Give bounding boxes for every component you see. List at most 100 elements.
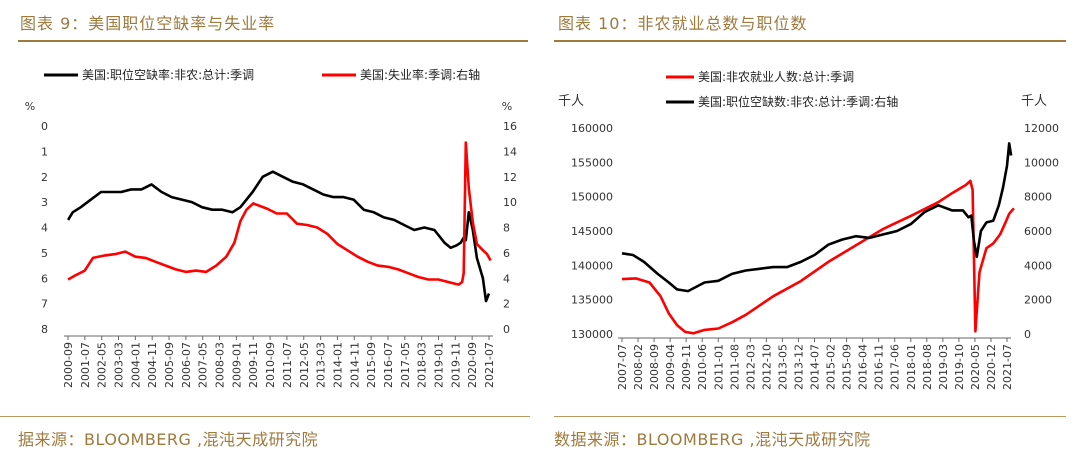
right-chart-x-tick-label: 2010-06 bbox=[696, 344, 709, 390]
right-chart-x-tick-label: 2020-05 bbox=[969, 344, 982, 390]
left-chart-x-tick-label: 2006-07 bbox=[180, 342, 193, 388]
left-chart-x-tick-label: 2015-09 bbox=[365, 342, 378, 388]
right-chart-x-tick-label: 2016-11 bbox=[873, 344, 886, 390]
right-chart-x-tick-label: 2008-09 bbox=[648, 344, 661, 390]
left-chart-x-tick-label: 2014-01 bbox=[331, 342, 344, 388]
right-chart-left-tick-label: 155000 bbox=[571, 156, 613, 169]
right-chart-x-tick-label: 2019-10 bbox=[953, 344, 966, 390]
right-chart-right-tick-label: 4000 bbox=[1024, 259, 1052, 272]
left-chart-series-line-1 bbox=[66, 170, 491, 303]
right-chart-series-line-2 bbox=[621, 142, 1013, 293]
right-chart-left-tick-label: 140000 bbox=[571, 259, 613, 272]
right-chart-x-tick-label: 2019-03 bbox=[937, 344, 950, 390]
left-chart-left-tick-label: 3 bbox=[41, 196, 48, 209]
right-chart-right-tick-label: 8000 bbox=[1024, 191, 1052, 204]
left-chart-right-tick-label: 6 bbox=[503, 247, 510, 260]
right-chart-svg: 130000 135000 140000 145000 150000 155000 1600… bbox=[558, 69, 1059, 390]
left-chart-x-tick-label: 2008-03 bbox=[214, 342, 227, 388]
right-chart-legend-label-2: 美国:职位空缺数:非农:总计:季调:右轴 bbox=[698, 94, 898, 109]
left-chart-right-unit: % bbox=[502, 100, 512, 113]
right-chart-legend-label-1: 美国:非农就业人数:总计:季调 bbox=[698, 69, 854, 84]
right-chart-left-tick-label: 150000 bbox=[571, 191, 613, 204]
left-chart-panel: 图表 9：美国职位空缺率与失业率 0 1 2 3 4 5 6 7 8 0 2 4 6 8 10 12 14 16%… bbox=[0, 14, 530, 449]
left-chart-x-tick-label: 2013-03 bbox=[315, 342, 328, 388]
left-chart-series-line-2 bbox=[67, 141, 492, 286]
left-chart-x-tick-label: 2004-01 bbox=[129, 342, 142, 388]
left-chart-left-tick-label: 2 bbox=[41, 171, 48, 184]
left-chart-left-tick-label: 6 bbox=[41, 272, 48, 285]
right-chart-left-tick-label: 145000 bbox=[571, 225, 613, 238]
left-chart-x-tick-label: 2009-01 bbox=[230, 342, 243, 388]
right-chart-left-tick-label: 130000 bbox=[571, 328, 613, 341]
left-chart-x-tick-label: 2002-05 bbox=[96, 342, 109, 388]
left-chart-right-tick-label: 10 bbox=[503, 196, 517, 209]
left-chart-right-tick-label: 14 bbox=[503, 145, 517, 158]
right-chart-x-tick-label: 2020-12 bbox=[985, 344, 998, 390]
left-chart-right-tick-label: 12 bbox=[503, 171, 517, 184]
left-chart-x-tick-label: 2017-05 bbox=[399, 342, 412, 388]
left-chart-x-tick-label: 2019-01 bbox=[432, 342, 445, 388]
left-chart-right-tick-label: 0 bbox=[503, 323, 510, 336]
right-source-rule bbox=[554, 416, 1066, 417]
left-chart-right-tick-label: 8 bbox=[503, 222, 510, 235]
right-chart-x-tick-label: 2013-05 bbox=[776, 344, 789, 390]
right-chart-x-tick-label: 2015-09 bbox=[841, 344, 854, 390]
left-chart-x-tick-label: 2019-11 bbox=[449, 342, 462, 388]
left-chart-x-tick-label: 2005-09 bbox=[163, 342, 176, 388]
right-chart-right-tick-label: 12000 bbox=[1024, 122, 1059, 135]
left-chart-x-tick-label: 2020-09 bbox=[466, 342, 479, 388]
left-chart-left-unit: % bbox=[25, 100, 35, 113]
right-chart-x-tick-label: 2017-06 bbox=[889, 344, 902, 390]
right-chart-x-tick-label: 2008-02 bbox=[632, 344, 645, 390]
right-chart-title: 图表 10：非农就业总数与职位数 bbox=[558, 14, 808, 33]
left-chart-left-tick-label: 8 bbox=[41, 323, 48, 336]
right-chart-x-tick-label: 2012-10 bbox=[760, 344, 773, 390]
right-source-text: 数据来源：BLOOMBERG ,混沌天成研究院 bbox=[554, 430, 871, 449]
left-chart-x-tick-label: 2009-11 bbox=[247, 342, 260, 388]
left-chart-x-tick-label: 2003-03 bbox=[113, 342, 126, 388]
right-chart-x-tick-label: 2016-04 bbox=[857, 344, 870, 390]
right-chart-left-tick-label: 160000 bbox=[571, 122, 613, 135]
right-chart-x-tick-label: 2014-07 bbox=[809, 344, 822, 390]
left-chart-x-tick-label: 2016-07 bbox=[382, 342, 395, 388]
right-chart-x-tick-label: 2009-04 bbox=[664, 344, 677, 390]
right-chart-x-tick-label: 2007-07 bbox=[616, 344, 629, 390]
left-chart-x-tick-label: 2012-05 bbox=[298, 342, 311, 388]
left-chart-x-tick-label: 2007-05 bbox=[197, 342, 210, 388]
left-chart-left-tick-label: 0 bbox=[41, 120, 48, 133]
left-chart-title: 图表 9：美国职位空缺率与失业率 bbox=[20, 14, 276, 33]
left-chart-right-tick-label: 4 bbox=[503, 272, 510, 285]
right-chart-x-tick-label: 2015-02 bbox=[825, 344, 838, 390]
left-chart-left-tick-label: 7 bbox=[41, 298, 48, 311]
right-chart-left-tick-label: 135000 bbox=[571, 294, 613, 307]
right-chart-right-tick-label: 0 bbox=[1024, 328, 1031, 341]
left-chart-x-tick-label: 2000-09 bbox=[62, 342, 75, 388]
left-chart-x-tick-label: 2001-07 bbox=[79, 342, 92, 388]
left-source-text: 据来源：BLOOMBERG ,混沌天成研究院 bbox=[18, 430, 319, 449]
left-chart-right-tick-label: 16 bbox=[503, 120, 517, 133]
left-source-rule bbox=[0, 416, 530, 417]
right-chart-right-tick-label: 6000 bbox=[1024, 225, 1052, 238]
right-chart-x-tick-label: 2011-01 bbox=[712, 344, 725, 390]
right-chart-left-unit: 千人 bbox=[558, 94, 584, 109]
right-chart-right-tick-label: 10000 bbox=[1024, 156, 1059, 169]
left-chart-legend-label-1: 美国:职位空缺率:非农:总计:季调 bbox=[82, 67, 254, 82]
right-chart-panel: 图表 10：非农就业总数与职位数 130000 135000 140000 14500… bbox=[540, 0, 1080, 460]
left-title-rule bbox=[18, 40, 528, 42]
left-chart-left-tick-label: 5 bbox=[41, 247, 48, 260]
right-chart-x-tick-label: 2011-08 bbox=[728, 344, 741, 390]
left-chart-x-tick-label: 2018-03 bbox=[416, 342, 429, 388]
left-chart-left-tick-label: 4 bbox=[41, 222, 48, 235]
left-chart-left-tick-label: 1 bbox=[41, 145, 48, 158]
right-chart-right-tick-label: 2000 bbox=[1024, 294, 1052, 307]
left-chart-x-tick-label: 2021-07 bbox=[483, 342, 496, 388]
left-chart-x-tick-label: 2011-07 bbox=[281, 342, 294, 388]
left-chart-x-tick-label: 2014-11 bbox=[348, 342, 361, 388]
right-chart-x-tick-label: 2021-07 bbox=[1001, 344, 1014, 390]
right-chart-x-tick-label: 2009-11 bbox=[680, 344, 693, 390]
left-chart-x-tick-label: 2010-09 bbox=[264, 342, 277, 388]
right-title-rule bbox=[554, 40, 1066, 42]
right-chart-x-tick-label: 2018-08 bbox=[921, 344, 934, 390]
right-chart-x-tick-label: 2013-12 bbox=[792, 344, 805, 390]
